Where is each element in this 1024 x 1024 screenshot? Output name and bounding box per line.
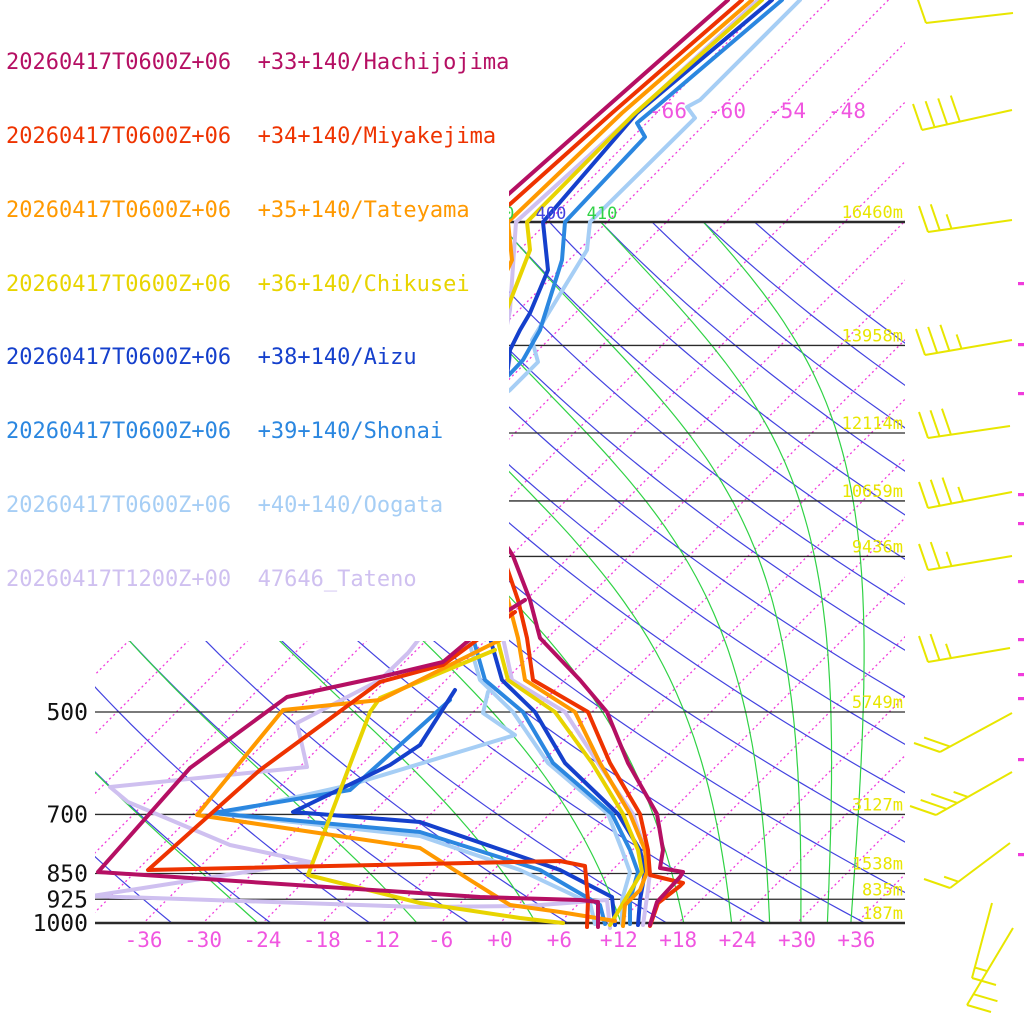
- edge-tick: [1018, 343, 1024, 347]
- pressure-label-925: 925: [46, 887, 88, 913]
- edge-tick: [1018, 392, 1024, 396]
- wind-barb-9: [909, 771, 1013, 816]
- isotherm--6: [440, 457, 905, 924]
- wind-barb-7: [918, 633, 1011, 663]
- wind-barb-6: [918, 541, 1013, 571]
- pressure-label-500: 500: [46, 700, 88, 726]
- isotherm-18: [677, 695, 905, 924]
- dry-adiabat-400: [548, 222, 905, 516]
- wind-barb-4: [918, 408, 1011, 439]
- edge-tick: [1018, 638, 1024, 642]
- dry-adiabat-440: [754, 222, 905, 344]
- legend-entry-hachijojima: 20260417T0600Z+06 +33+140/Hachijojima: [6, 50, 510, 76]
- altitude-label-187m: 187m: [862, 904, 903, 924]
- temp-label-+24: +24: [719, 928, 757, 952]
- isotherm-36: [855, 873, 905, 924]
- theta-label-400: 400: [536, 204, 567, 224]
- temp-label-+18: +18: [659, 928, 697, 952]
- altitude-label-10659m: 10659m: [842, 482, 903, 502]
- altitude-label-835m: 835m: [862, 880, 903, 900]
- wind-barb-11: [971, 902, 997, 986]
- wind-barb-8: [913, 712, 1013, 753]
- wind-barb-5: [918, 477, 1013, 509]
- dry-adiabat-430: [702, 222, 905, 387]
- legend-entry-shonai: 20260417T0600Z+06 +39+140/Shonai: [6, 419, 444, 445]
- dewpoint-curve-aizu: [291, 688, 617, 927]
- temp-label--18: -18: [303, 928, 341, 952]
- legend-entry-miyakejima: 20260417T0600Z+06 +34+140/Miyakejima: [6, 123, 497, 149]
- altitude-label-5749m: 5749m: [852, 693, 903, 713]
- altitude-label-9436m: 9436m: [852, 537, 903, 557]
- isotherm-12: [618, 635, 905, 924]
- temp-label--36: -36: [125, 928, 163, 952]
- moist-adiabat-430: [702, 222, 865, 924]
- temp-label-+12: +12: [600, 928, 638, 952]
- moist-adiabat-390: [497, 222, 802, 923]
- temp-label-+30: +30: [778, 928, 816, 952]
- temp-label--12: -12: [362, 928, 400, 952]
- dry-adiabat-410: [600, 222, 905, 472]
- legend-entry-tateyama: 20260417T0600Z+06 +35+140/Tateyama: [6, 197, 470, 223]
- wind-barb-1: [912, 95, 1013, 131]
- wind-barbs: [909, 0, 1024, 1013]
- temp-label--6: -6: [428, 928, 453, 952]
- dry-adiabat-420: [651, 222, 905, 429]
- edge-tick: [1018, 493, 1024, 497]
- altitude-label-3127m: 3127m: [852, 795, 903, 815]
- legend-entry-tateno: 20260417T1200Z+00 47646_Tateno: [6, 566, 417, 592]
- edge-tick: [1018, 853, 1024, 857]
- temp-label-+36: +36: [837, 928, 875, 952]
- edge-tick: [1018, 282, 1024, 286]
- sounding-legend: 20260417T0600Z+06 +33+140/Hachijojima 20…: [6, 2, 510, 642]
- moist-adiabat-270: [95, 600, 418, 924]
- temp-label-+6: +6: [547, 928, 572, 952]
- temp-label--24: -24: [243, 928, 281, 952]
- dewpoint-curve-miyakejima: [146, 610, 590, 929]
- temp-label-+0: +0: [487, 928, 512, 952]
- pressure-label-700: 700: [46, 802, 88, 828]
- edge-tick: [1018, 580, 1024, 584]
- legend-entry-oogata: 20260417T0600Z+06 +40+140/Oogata: [6, 492, 444, 518]
- upper-isotherm-label--48: -48: [828, 99, 866, 123]
- altitude-label-1538m: 1538m: [852, 855, 903, 875]
- wind-barb-3: [915, 324, 1013, 356]
- dry-adiabat-250: [95, 771, 272, 924]
- upper-isotherm-label--54: -54: [768, 99, 806, 123]
- wind-barb-0: [916, 0, 1014, 24]
- edge-tick: [1018, 758, 1024, 762]
- legend-entry-chikusei: 20260417T0600Z+06 +36+140/Chikusei: [6, 271, 470, 297]
- legend-entry-aizu: 20260417T0600Z+06 +38+140/Aizu: [6, 345, 417, 371]
- dewpoint-curve-hachijojima: [96, 598, 600, 929]
- edge-tick: [1018, 673, 1024, 677]
- dry-adiabat-390: [497, 222, 905, 560]
- altitude-label-13958m: 13958m: [842, 326, 903, 346]
- altitude-label-12114m: 12114m: [842, 414, 903, 434]
- upper-isotherm-label--60: -60: [708, 99, 746, 123]
- wind-barb-10: [923, 842, 1011, 889]
- moist-adiabat-250: [95, 771, 259, 924]
- edge-tick: [1018, 522, 1024, 526]
- isotherm-24: [737, 754, 905, 924]
- wind-barb-2: [918, 203, 1013, 233]
- moist-adiabat-410: [600, 222, 833, 924]
- temp-label--30: -30: [184, 928, 222, 952]
- pressure-label-850: 850: [46, 862, 88, 888]
- theta-label-410: 410: [587, 204, 618, 224]
- pressure-label-1000: 1000: [33, 911, 88, 937]
- dry-adiabat-380: [446, 222, 905, 605]
- wind-barb-12: [966, 927, 1014, 1013]
- altitude-label-16460m: 16460m: [842, 203, 903, 223]
- upper-isotherm-label--66: -66: [649, 99, 687, 123]
- edge-tick: [1018, 697, 1024, 701]
- dewpoint-curve-oogata: [218, 690, 597, 926]
